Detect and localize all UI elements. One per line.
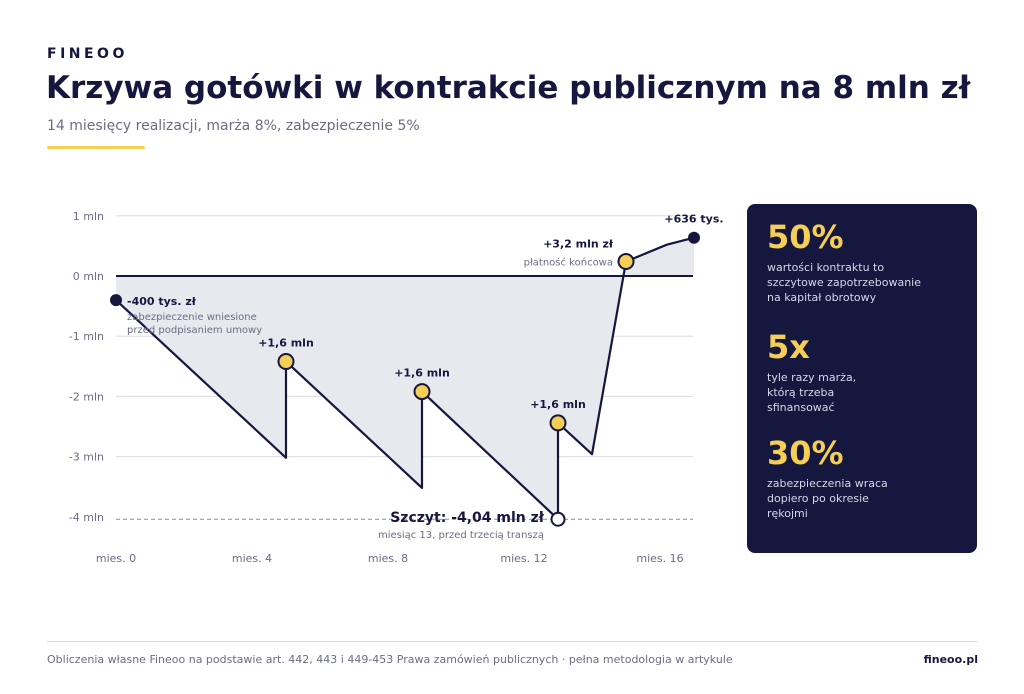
- title-accent-bar: [47, 146, 145, 149]
- data-note: zabezpieczenie wniesione: [127, 312, 257, 323]
- y-tick-label: -4 mln: [69, 511, 104, 524]
- data-note: płatność końcowa: [524, 257, 613, 269]
- x-tick-label: mies. 4: [232, 552, 272, 565]
- stats-panel: 50% wartości kontraktu to szczytowe zapo…: [747, 204, 977, 553]
- stat-description: zabezpieczenia wraca dopiero po okresie …: [767, 477, 888, 520]
- stat-retention-return: 30% zabezpieczenia wraca dopiero po okre…: [767, 434, 897, 521]
- footer-divider: [47, 641, 978, 642]
- y-tick-label: -2 mln: [69, 390, 104, 403]
- footer-source: Obliczenia własne Fineoo na podstawie ar…: [47, 653, 733, 666]
- data-label: +1,6 mln: [258, 336, 314, 349]
- y-tick-label: 1 mln: [73, 210, 104, 223]
- data-label: -400 tys. zł: [127, 295, 197, 308]
- data-label: +636 tys.: [664, 213, 723, 226]
- data-marker: [110, 294, 122, 307]
- x-tick-label: mies. 12: [500, 552, 547, 565]
- stat-description: tyle razy marża, którą trzeba sfinansowa…: [767, 371, 857, 414]
- x-tick-label: mies. 0: [96, 552, 136, 565]
- stat-value: 50%: [767, 218, 844, 256]
- stat-margin-multiple: 5x tyle razy marża, którą trzeba sfinans…: [767, 328, 867, 415]
- brand-logo: FINEOO: [47, 46, 128, 62]
- stat-contract-share: 50% wartości kontraktu to szczytowe zapo…: [767, 218, 927, 305]
- footer-site-link[interactable]: fineoo.pl: [923, 653, 978, 666]
- page-subtitle: 14 miesięcy realizacji, marża 8%, zabezp…: [47, 118, 420, 134]
- stat-value: 5x: [767, 328, 810, 366]
- cash-curve-chart: 1 mln 0 mln -1 mln -2 mln -3 mln -4 mln mies. …: [69, 210, 724, 565]
- peak-note: miesiąc 13, przed trzecią transzą: [378, 530, 544, 541]
- data-marker: [550, 511, 566, 527]
- data-marker: [277, 352, 295, 370]
- data-marker: [413, 383, 431, 401]
- area-fill: [116, 237, 694, 520]
- y-tick-label: -3 mln: [69, 451, 104, 464]
- data-label: +1,6 mln: [530, 398, 586, 411]
- stat-description: wartości kontraktu to szczytowe zapotrze…: [767, 261, 921, 304]
- y-tick-label: 0 mln: [73, 270, 104, 283]
- stat-value: 30%: [767, 434, 844, 472]
- data-note: przed podpisaniem umowy: [127, 325, 262, 336]
- peak-label: Szczyt: -4,04 mln zł: [390, 510, 545, 526]
- data-marker: [617, 253, 635, 271]
- x-tick-label: mies. 16: [636, 552, 683, 565]
- data-marker: [549, 414, 567, 432]
- x-tick-label: mies. 8: [368, 552, 408, 565]
- data-label: +3,2 mln zł: [543, 238, 614, 251]
- data-marker: [688, 231, 700, 244]
- page-title: Krzywa gotówki w kontrakcie publicznym n…: [46, 70, 971, 106]
- data-label: +1,6 mln: [394, 367, 450, 380]
- y-tick-label: -1 mln: [69, 330, 104, 343]
